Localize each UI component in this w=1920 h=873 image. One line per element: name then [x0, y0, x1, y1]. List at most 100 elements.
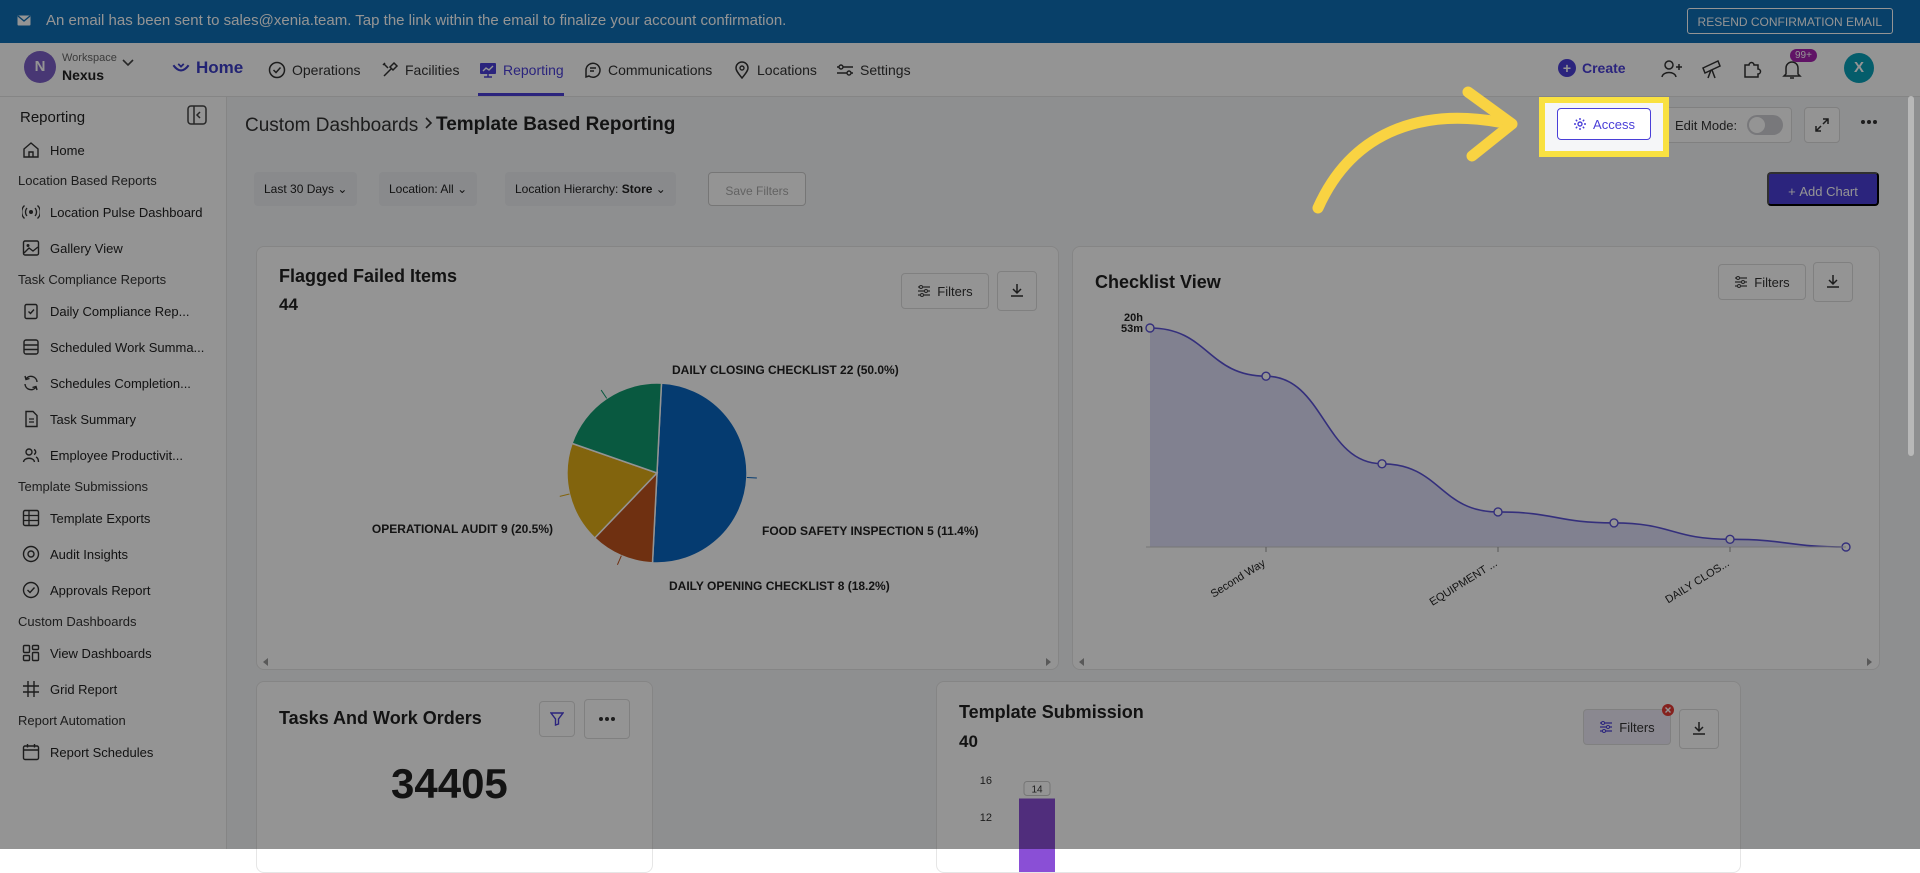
sidebar-item-task-summary[interactable]: Task Summary — [22, 410, 136, 428]
area-point[interactable] — [1262, 372, 1270, 380]
insights-icon — [22, 545, 40, 563]
breadcrumb-parent[interactable]: Custom Dashboards — [245, 115, 418, 137]
area-point[interactable] — [1494, 508, 1502, 516]
more-options-icon[interactable] — [1860, 119, 1878, 125]
save-filters-button[interactable]: Save Filters — [708, 172, 806, 206]
download-button[interactable] — [1679, 709, 1719, 749]
home-icon — [22, 141, 40, 159]
area-point[interactable] — [1610, 519, 1618, 527]
sidebar-item-view-dashboards[interactable]: View Dashboards — [22, 644, 152, 662]
nav-settings[interactable]: Settings — [836, 61, 911, 79]
sidebar-item-label: Home — [50, 143, 85, 158]
scroll-left-icon[interactable] — [1077, 657, 1087, 667]
fullscreen-button[interactable] — [1804, 107, 1840, 143]
date-range-filter[interactable]: Last 30 Days ⌄ — [254, 172, 357, 206]
nav-communications[interactable]: Communications — [584, 61, 712, 79]
scroll-left-icon[interactable] — [261, 657, 271, 667]
nav-home[interactable]: Home — [172, 58, 243, 78]
puzzle-icon[interactable] — [1740, 57, 1764, 81]
filters-button[interactable]: Filters — [901, 273, 989, 309]
collapse-sidebar-icon[interactable] — [187, 105, 207, 125]
nav-communications-label: Communications — [608, 62, 712, 78]
tools-icon — [381, 61, 399, 79]
add-chart-button[interactable]: + Add Chart — [1767, 172, 1879, 206]
user-avatar[interactable]: X — [1844, 53, 1874, 83]
scroll-right-icon[interactable] — [1043, 657, 1053, 667]
card-options-button[interactable] — [584, 699, 630, 739]
sidebar-item-schedules-completion[interactable]: Schedules Completion... — [22, 374, 191, 392]
sidebar-item-approvals-report[interactable]: Approvals Report — [22, 581, 150, 599]
location-hierarchy-value: Store — [622, 182, 653, 196]
sidebar-item-daily-compliance[interactable]: Daily Compliance Rep... — [22, 302, 189, 320]
sidebar-item-home[interactable]: Home — [22, 141, 85, 159]
edit-mode-toggle[interactable] — [1747, 115, 1783, 135]
notification-badge: 99+ — [1790, 49, 1817, 62]
sliders-icon — [917, 285, 931, 297]
sidebar-item-template-exports[interactable]: Template Exports — [22, 509, 150, 527]
nav-active-indicator — [478, 93, 564, 96]
location-filter-value: Location: All — [389, 182, 454, 196]
resend-confirmation-button[interactable]: RESEND CONFIRMATION EMAIL — [1687, 8, 1893, 34]
sidebar-item-scheduled-work[interactable]: Scheduled Work Summa... — [22, 338, 204, 356]
calendar-icon — [22, 743, 40, 761]
page-scrollbar[interactable] — [1908, 96, 1914, 456]
sidebar-item-label: Task Summary — [50, 412, 136, 427]
top-navigation: N Workspace Nexus Home Operations Facili… — [0, 43, 1920, 97]
sidebar-item-report-schedules[interactable]: Report Schedules — [22, 743, 153, 761]
card-title: Tasks And Work Orders — [279, 708, 482, 729]
check-circle-icon — [22, 581, 40, 599]
sidebar-item-audit-insights[interactable]: Audit Insights — [22, 545, 128, 563]
nav-locations[interactable]: Locations — [733, 61, 817, 79]
home-logo-icon — [172, 59, 190, 77]
add-user-icon[interactable] — [1660, 57, 1684, 81]
pie-label-leader — [560, 494, 570, 496]
x-tick-label: DAILY CLOS... — [1663, 557, 1731, 606]
x-tick-label: Second Way — [1209, 557, 1268, 600]
image-icon — [22, 239, 40, 257]
bar[interactable] — [1019, 799, 1055, 873]
filters-button[interactable]: Filters — [1718, 264, 1806, 300]
sidebar-item-location-pulse[interactable]: Location Pulse Dashboard — [22, 203, 203, 221]
create-button[interactable]: + Create — [1558, 59, 1626, 77]
location-hierarchy-filter[interactable]: Location Hierarchy: Store ⌄ — [505, 172, 676, 206]
telescope-icon[interactable] — [1700, 57, 1724, 81]
chevron-down-icon[interactable] — [122, 59, 134, 67]
clear-filter-icon[interactable] — [1662, 704, 1674, 716]
chevron-right-icon — [424, 116, 434, 130]
sidebar-item-gallery-view[interactable]: Gallery View — [22, 239, 123, 257]
location-filter[interactable]: Location: All ⌄ — [379, 172, 477, 206]
nav-reporting[interactable]: Reporting — [479, 61, 564, 79]
plus-icon: + — [1788, 184, 1796, 199]
sidebar-item-label: Audit Insights — [50, 547, 128, 562]
y-tick-label: 12 — [980, 812, 992, 824]
sidebar-item-label: Approvals Report — [50, 583, 150, 598]
download-icon — [1825, 273, 1841, 289]
flagged-items-pie-chart: DAILY CLOSING CHECKLIST 22 (50.0%)FOOD S… — [257, 327, 1058, 647]
pie-slice-label: FOOD SAFETY INSPECTION 5 (11.4%) — [762, 524, 979, 538]
reporting-sidebar: Reporting Home Location Based Reports Lo… — [0, 97, 227, 849]
download-icon — [1691, 720, 1707, 736]
sidebar-item-grid-report[interactable]: Grid Report — [22, 680, 117, 698]
download-button[interactable] — [997, 271, 1037, 311]
workspace-avatar[interactable]: N — [24, 51, 56, 83]
area-point[interactable] — [1726, 535, 1734, 543]
area-point[interactable] — [1378, 460, 1386, 468]
reporting-icon — [479, 61, 497, 79]
area-point[interactable] — [1146, 324, 1154, 332]
sidebar-item-employee-productivity[interactable]: Employee Productivit... — [22, 446, 183, 464]
scroll-right-icon[interactable] — [1864, 657, 1874, 667]
sidebar-section-template-submissions: Template Submissions — [18, 479, 148, 494]
filters-label: Filters — [1619, 720, 1654, 735]
filters-button-active[interactable]: Filters — [1583, 709, 1671, 745]
workspace-label: Workspace — [62, 52, 117, 64]
chevron-down-icon: ⌄ — [656, 182, 666, 196]
download-button[interactable] — [1813, 262, 1853, 302]
filter-button[interactable] — [539, 701, 575, 737]
pie-slice[interactable] — [653, 383, 747, 563]
filters-label: Filters — [1754, 275, 1789, 290]
nav-facilities[interactable]: Facilities — [381, 61, 459, 79]
nav-operations[interactable]: Operations — [268, 61, 360, 79]
card-count: 40 — [959, 732, 978, 752]
workspace-name[interactable]: Nexus — [62, 67, 104, 83]
